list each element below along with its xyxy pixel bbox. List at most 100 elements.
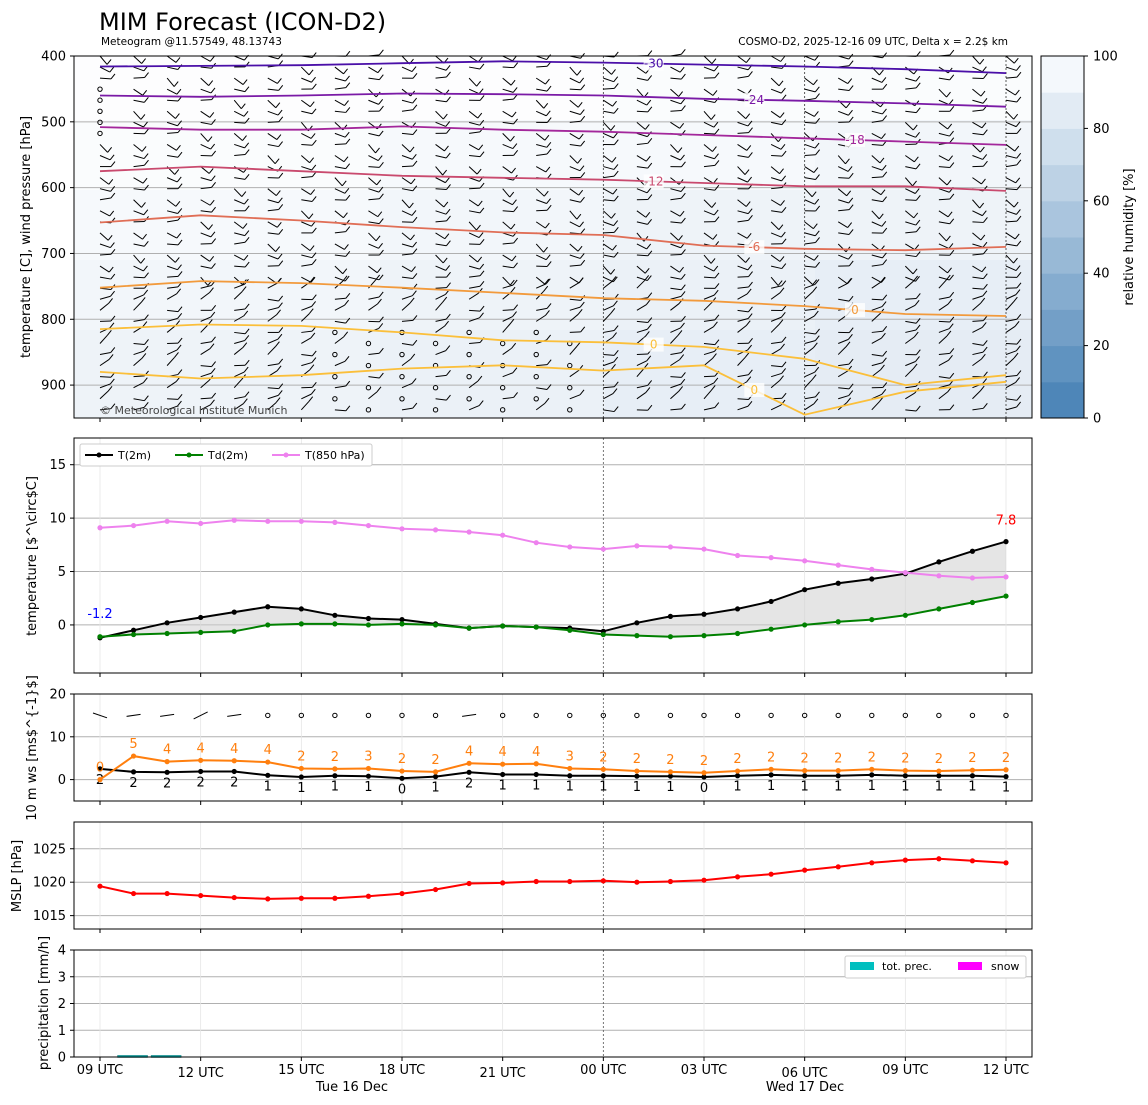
data-point [231, 768, 237, 775]
data-point [701, 611, 707, 617]
wind-barb-flag [780, 56, 786, 62]
isotherm-label: -24 [745, 93, 765, 107]
colorbar-tick-label: 0 [1093, 412, 1101, 427]
wind-barb [905, 320, 917, 324]
wind-barb-flag [981, 210, 987, 216]
data-point [399, 890, 405, 897]
wind-barb [1005, 243, 1017, 247]
wind-barb [770, 254, 781, 262]
wind-barb-flag [142, 90, 148, 96]
wind-barb [670, 232, 679, 241]
wind-barb [435, 318, 447, 322]
wind-barb [401, 407, 413, 411]
wind-barb-flag [980, 234, 986, 241]
wind-barb [804, 177, 816, 181]
wind-barb [1005, 110, 1015, 120]
data-point [902, 569, 908, 576]
wind-barb [670, 144, 679, 153]
wind-barb-flag [444, 320, 449, 327]
wind-barb [804, 199, 815, 205]
isotherm-label: -18 [845, 133, 865, 147]
wind-barb-flag [446, 271, 451, 278]
wind-barb [703, 66, 715, 72]
wind-barb [1005, 88, 1016, 96]
wind-barb [569, 254, 581, 259]
wind-barb-flag [545, 254, 551, 260]
wind-barb-flag [244, 236, 250, 243]
wind-barb [938, 303, 949, 311]
data-point [667, 878, 674, 885]
data-point [231, 609, 237, 615]
colorbar-band [1041, 237, 1084, 274]
wind-barb-flag [144, 314, 149, 320]
data-label: 1 [264, 779, 272, 794]
data-point [332, 519, 338, 525]
data-point [164, 890, 170, 897]
wind-barb [1005, 164, 1017, 168]
isotherm-line [99, 323, 1007, 387]
wind-barb [99, 351, 111, 356]
data-label: 4 [532, 745, 540, 760]
wind-barb-flag [311, 350, 317, 357]
wind-barb [301, 254, 313, 259]
colorbar-band [1041, 128, 1084, 166]
wind-barb-flag [913, 212, 919, 219]
wind-barb [468, 405, 480, 411]
data-point [432, 622, 439, 628]
wind-barb-flag [912, 268, 918, 275]
wind-barb [166, 405, 178, 411]
isotherm-line [99, 60, 1007, 74]
wind-barb [804, 315, 815, 322]
wind-barb-flag [712, 146, 717, 152]
data-point [198, 768, 204, 775]
wind-barb [569, 298, 581, 301]
series-line [99, 595, 1007, 638]
wind-barb-flag [945, 274, 951, 281]
wind-barb [469, 309, 481, 312]
wind-barb-flag [947, 298, 953, 305]
wind-barb [334, 77, 346, 82]
wind-barb [1005, 76, 1018, 79]
wind-barb [401, 232, 411, 241]
wind-barb [166, 210, 178, 214]
wind-barb [334, 385, 346, 389]
wind-barb [737, 166, 746, 175]
wind-barb-flag [345, 292, 351, 299]
isotherm-label-bg [845, 132, 865, 147]
wind-barb-flag [177, 271, 183, 277]
wind-barb-flag [748, 215, 753, 221]
wind-barb-flag [144, 272, 149, 279]
temperature-end-annotation: 7.8 [996, 514, 1017, 529]
wind-barb-flag [577, 157, 582, 164]
data-point [936, 559, 942, 565]
wind-barb [133, 188, 145, 191]
humidity-cell [815, 120, 1032, 190]
wind-barb-flag [949, 130, 954, 137]
data-point [365, 622, 372, 628]
wind-barb [670, 359, 680, 367]
wind-barb-flag [1015, 289, 1021, 295]
wind-barb-flag [613, 356, 619, 363]
wind-barb [837, 370, 848, 378]
wind-barb-flag [981, 322, 987, 328]
wind-barb [871, 77, 883, 83]
wind-barb [972, 295, 984, 300]
wind-barb-flag [546, 384, 552, 390]
wind-barb-flag [644, 275, 650, 281]
wind-barb-flag [411, 266, 416, 272]
wind-barb-flag [479, 151, 485, 157]
wind-barb-flag [341, 180, 347, 187]
wind-barb-flag [177, 264, 182, 270]
wind-barb [233, 403, 244, 411]
wind-barb [368, 99, 379, 105]
wind-barb [569, 331, 581, 333]
wind-barb-flag [813, 79, 818, 86]
wind-barb [301, 166, 312, 171]
data-point [869, 766, 875, 772]
wind-barb-flag [545, 278, 551, 285]
data-point [130, 631, 137, 638]
wind-barb-flag [746, 145, 752, 151]
wind-barb-flag [143, 97, 149, 103]
wind-barb-flag [277, 78, 282, 84]
wind-barb [267, 387, 279, 390]
